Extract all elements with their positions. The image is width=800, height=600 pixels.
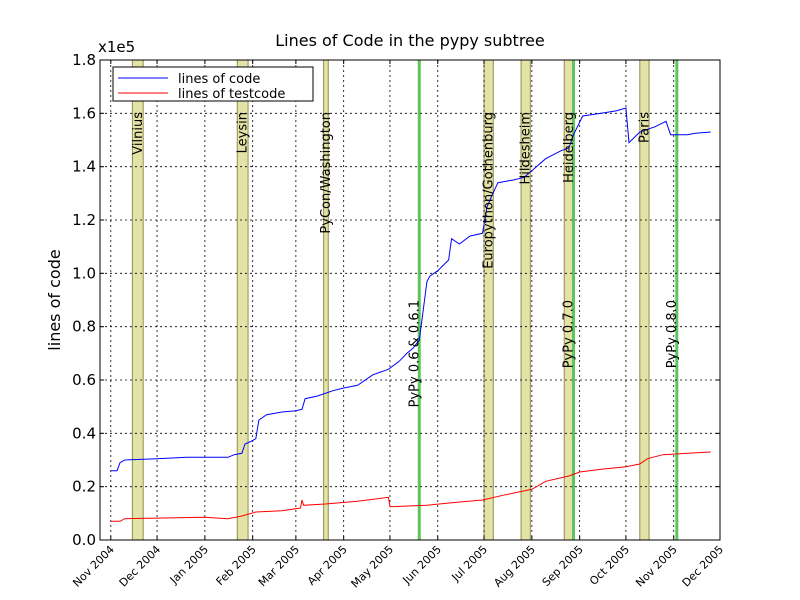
axes-frame bbox=[99, 59, 721, 541]
y-tick-label: 1.6 bbox=[72, 104, 96, 122]
chart-title: Lines of Code in the pypy subtree bbox=[275, 31, 545, 50]
y-tick-label: 0.8 bbox=[72, 318, 96, 336]
event-label: Leysin bbox=[236, 112, 251, 153]
event-label: Heidelberg bbox=[562, 112, 577, 183]
event-label: PyCon/Washington bbox=[319, 112, 334, 234]
y-tick-label: 0.4 bbox=[72, 424, 96, 442]
y-tick-label: 1.4 bbox=[72, 158, 96, 176]
legend-box bbox=[112, 66, 314, 102]
y-axis-label: lines of code bbox=[45, 249, 64, 350]
legend-label: lines of code bbox=[178, 72, 260, 87]
event-label: Paris bbox=[637, 112, 652, 143]
legend-label: lines of testcode bbox=[178, 87, 285, 102]
y-tick-label: 0.0 bbox=[72, 531, 96, 549]
event-label: Europython/Gothenburg bbox=[482, 112, 497, 269]
event-label: Hildesheim bbox=[519, 112, 534, 185]
y-tick-label: 1.2 bbox=[72, 211, 96, 229]
event-label: Vilnius bbox=[131, 112, 146, 155]
y-offset-label: x1e5 bbox=[98, 38, 135, 56]
series-line bbox=[110, 107, 711, 472]
y-tick-label: 1.8 bbox=[72, 51, 96, 69]
y-tick-label: 0.6 bbox=[72, 371, 96, 389]
release-label: PyPy 0.6 & 0.6.1 bbox=[407, 300, 422, 407]
release-label: PyPy 0.8.0 bbox=[665, 300, 680, 368]
y-tick-label: 1.0 bbox=[72, 264, 96, 282]
series-line bbox=[110, 451, 711, 522]
y-tick-label: 0.2 bbox=[72, 478, 96, 496]
release-label: PyPy 0.7.0 bbox=[562, 300, 577, 368]
